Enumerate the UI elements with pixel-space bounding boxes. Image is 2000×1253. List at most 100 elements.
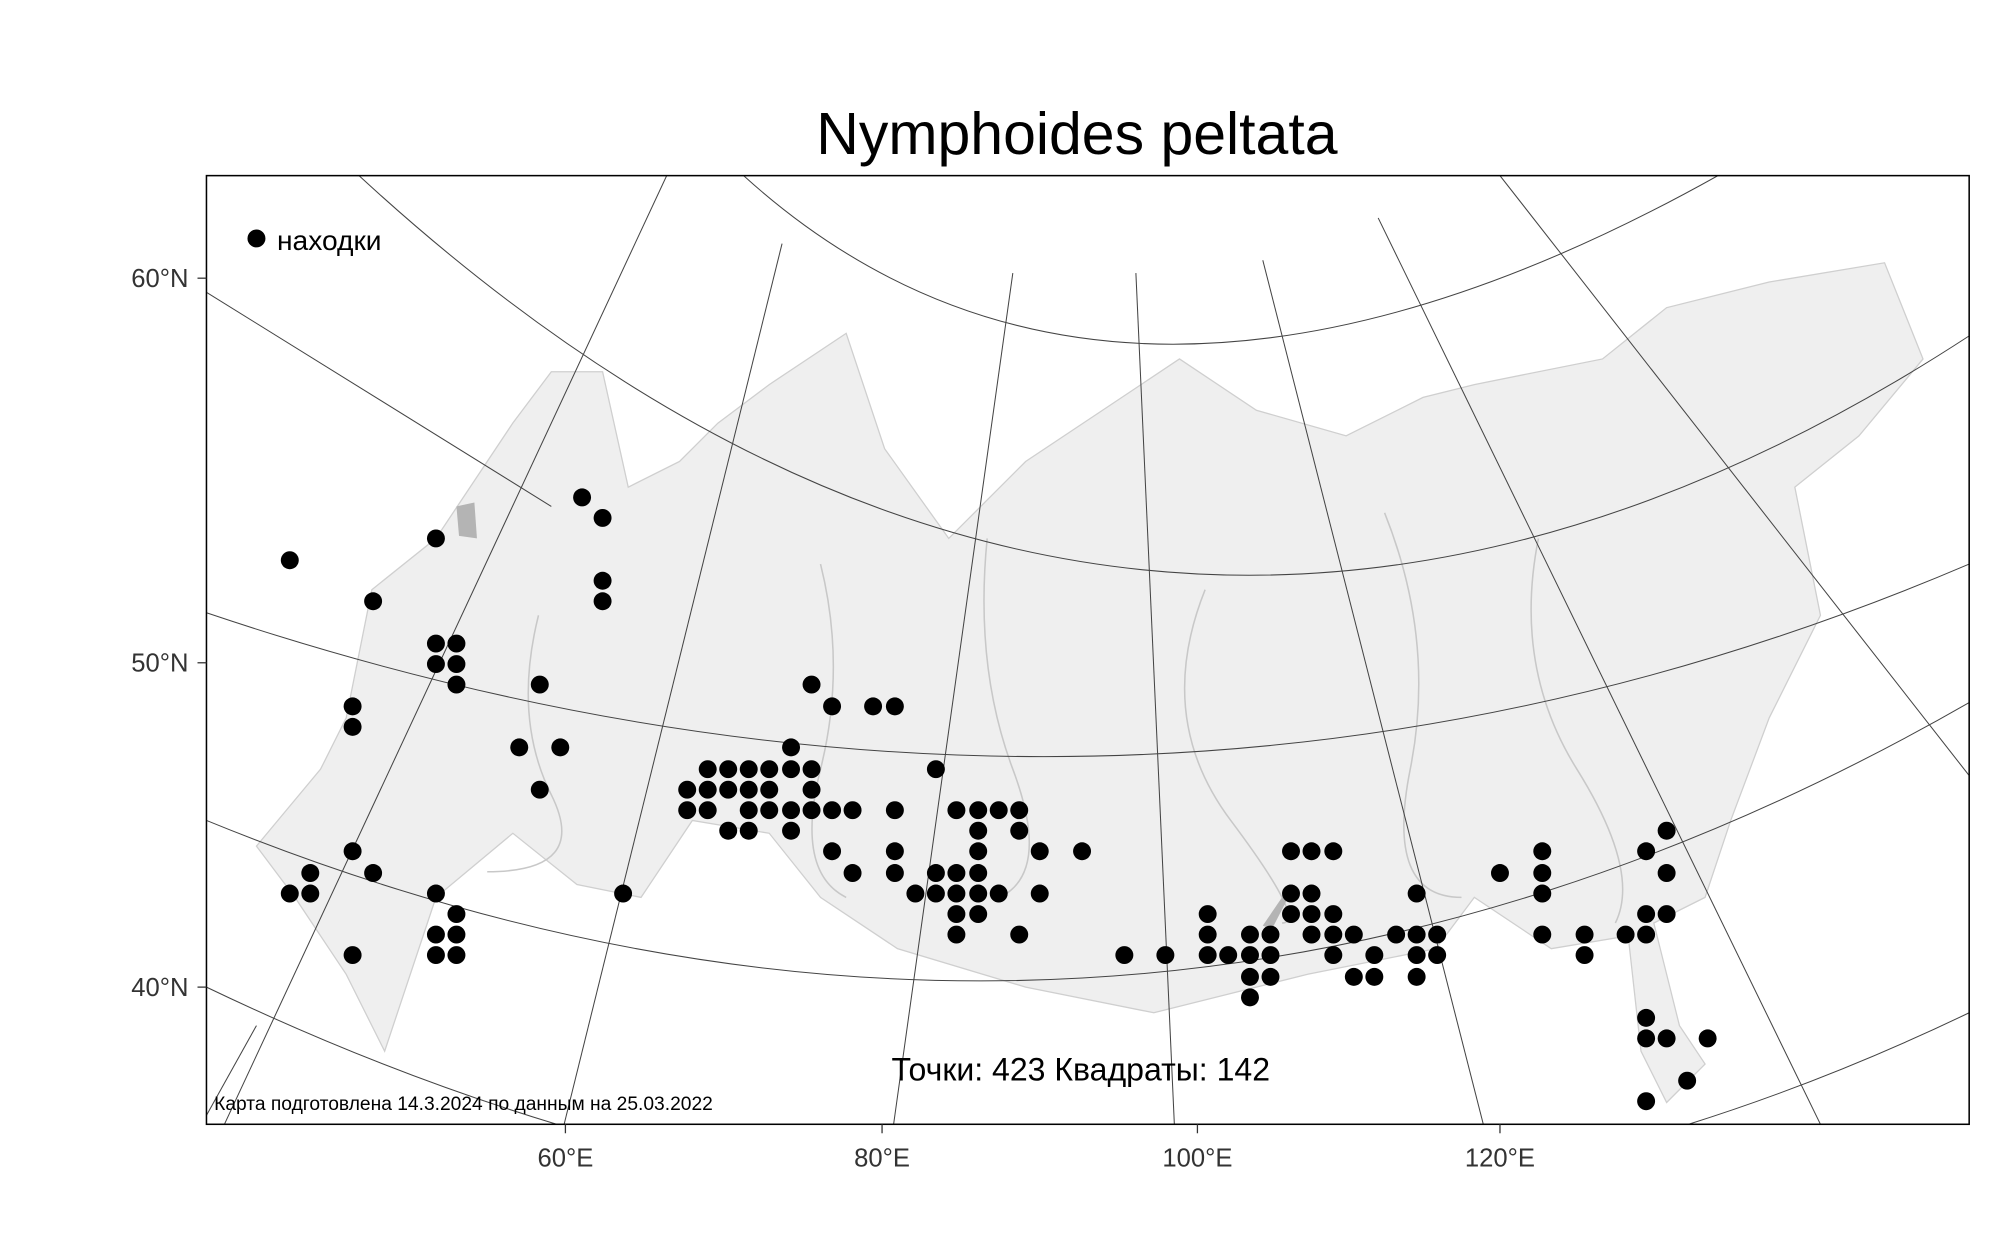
occurrence-point: [1282, 905, 1300, 924]
occurrence-point: [1365, 946, 1384, 965]
occurrence-point: [426, 634, 445, 653]
occurrence-point: [969, 801, 988, 820]
occurrence-point: [1302, 905, 1321, 924]
occurrence-point: [1030, 842, 1049, 861]
occurrence-point: [1324, 905, 1343, 924]
occurrence-point: [969, 842, 988, 861]
occurrence-point: [614, 884, 633, 903]
map-area: [205, 174, 1970, 1126]
occurrence-point: [573, 488, 592, 507]
occurrence-point: [1198, 905, 1217, 924]
occurrence-point: [343, 717, 362, 736]
occurrence-point: [1010, 925, 1029, 944]
occurrence-point: [1241, 988, 1259, 1007]
occurrence-point: [1219, 946, 1238, 965]
lat-label-40n: 40°N: [131, 974, 188, 1002]
occurrence-point: [1241, 946, 1259, 965]
occurrence-point: [551, 738, 570, 757]
occurrence-point: [364, 864, 383, 882]
occurrence-point: [447, 655, 466, 674]
occurrence-point: [426, 655, 445, 674]
occurrence-point: [1698, 1029, 1717, 1048]
occurrence-point: [864, 697, 883, 716]
occurrence-point: [280, 884, 299, 903]
graticule: [206, 175, 1970, 1125]
occurrence-point: [969, 864, 988, 882]
lon-label-80e: 80°E: [854, 1145, 910, 1173]
occurrence-point: [698, 760, 717, 779]
occurrence-point: [1387, 925, 1406, 944]
occurrence-point: [823, 801, 842, 820]
occurrence-point: [802, 801, 821, 820]
occurrence-point: [760, 801, 779, 820]
occurrence-point: [1282, 842, 1300, 861]
occurrence-point: [885, 842, 904, 861]
occurrence-point: [947, 864, 966, 882]
occurrence-point: [364, 592, 383, 611]
occurrence-point: [426, 884, 445, 903]
occurrence-point: [1657, 1029, 1676, 1048]
occurrence-point: [1010, 801, 1029, 820]
occurrence-point: [1637, 1092, 1656, 1111]
occurrence-point: [447, 925, 466, 944]
occurrence-point: [823, 842, 842, 861]
occurrence-point: [1575, 946, 1594, 965]
occurrence-point: [1490, 864, 1509, 882]
occurrence-point: [1575, 925, 1594, 944]
occurrence-point: [1261, 946, 1280, 965]
occurrence-point: [947, 905, 966, 924]
occurrence-point: [698, 801, 717, 820]
occurrence-point: [947, 884, 966, 903]
lon-label-120e: 120°E: [1465, 1145, 1535, 1173]
occurrence-point: [1533, 842, 1552, 861]
occurrence-point: [1678, 1071, 1697, 1090]
occurrence-point: [1407, 884, 1426, 903]
occurrence-point: [739, 801, 758, 820]
stats-text: Точки: 423 Квадраты: 142: [891, 1052, 1270, 1088]
occurrence-point: [1637, 905, 1656, 924]
occurrence-point: [843, 864, 862, 882]
occurrence-point: [447, 905, 466, 924]
occurrence-point: [530, 780, 549, 799]
occurrence-point: [447, 946, 466, 965]
lake-ladoga: [456, 502, 477, 539]
occurrence-point: [947, 801, 966, 820]
occurrence-point: [989, 801, 1008, 820]
occurrence-point: [885, 801, 904, 820]
occurrence-point: [926, 760, 945, 779]
occurrence-point: [1657, 821, 1676, 840]
occurrence-point: [447, 675, 466, 694]
occurrence-point: [1261, 925, 1280, 944]
occurrence-point: [343, 842, 362, 861]
occurrence-point: [593, 592, 612, 611]
occurrence-point: [426, 529, 445, 548]
occurrence-point: [1657, 864, 1676, 882]
occurrence-point: [1324, 925, 1343, 944]
occurrence-point: [760, 780, 779, 799]
occurrence-point: [739, 780, 758, 799]
map-title: Nymphoides peltata: [816, 102, 1337, 167]
occurrence-point: [1637, 842, 1656, 861]
occurrence-point: [1407, 925, 1426, 944]
occurrence-point: [1115, 946, 1134, 965]
occurrence-point: [1241, 967, 1259, 986]
occurrence-point: [1241, 925, 1259, 944]
lon-label-60e: 60°E: [537, 1145, 593, 1173]
occurrence-point: [1344, 925, 1363, 944]
occurrence-point: [343, 946, 362, 965]
occurrence-point: [989, 884, 1008, 903]
occurrence-point: [1073, 842, 1092, 861]
occurrence-point: [1030, 884, 1049, 903]
occurrence-point: [1407, 946, 1426, 965]
occurrence-point: [343, 697, 362, 716]
occurrence-point: [1282, 884, 1300, 903]
occurrence-point: [1407, 967, 1426, 986]
occurrence-point: [510, 738, 529, 757]
occurrence-point: [1428, 946, 1447, 965]
occurrence-point: [1198, 925, 1217, 944]
occurrence-point: [885, 697, 904, 716]
occurrence-point: [782, 821, 801, 840]
occurrence-point: [1637, 1029, 1656, 1048]
occurrence-point: [426, 946, 445, 965]
